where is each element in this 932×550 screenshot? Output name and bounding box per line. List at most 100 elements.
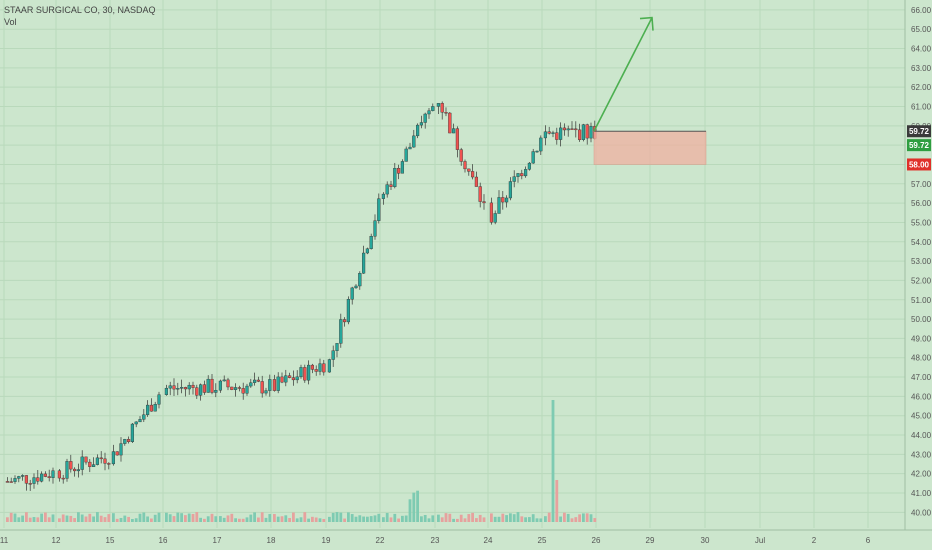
candle-body [176, 388, 180, 390]
candle-body [299, 367, 303, 378]
candle-body [195, 387, 199, 396]
volume-bar [416, 490, 419, 522]
candle-body [322, 363, 326, 373]
volume-bar [311, 516, 314, 522]
drawings[interactable] [593, 16, 707, 165]
price-tick-label: 54.00 [911, 238, 932, 247]
price-tick-label: 64.00 [911, 45, 932, 54]
candle-body [416, 124, 420, 137]
volume-bar [234, 518, 237, 522]
volume-bar [28, 517, 32, 522]
volume-bar [191, 513, 195, 522]
candle-body [264, 390, 268, 394]
price-tick-label: 63.00 [911, 64, 932, 73]
candle-body [241, 388, 245, 394]
volume-bar [393, 513, 397, 522]
candle-body [36, 477, 40, 482]
volume-bar [373, 515, 377, 522]
candle-body [555, 132, 559, 140]
candle-body [377, 198, 381, 221]
candle-body [354, 285, 358, 289]
candle-body [21, 475, 25, 477]
volume-label[interactable]: Vol [4, 17, 17, 27]
candle-body [419, 122, 423, 126]
price-tick-label: 66.00 [911, 6, 932, 15]
volume-bar [241, 518, 245, 522]
volume-bar [482, 517, 486, 522]
candle-body [5, 481, 9, 483]
volume-bar [512, 514, 516, 522]
candle-body [547, 131, 551, 134]
volume-bar [314, 517, 318, 522]
volume-bar [555, 480, 559, 522]
candle-body [249, 382, 253, 387]
volume-bar [73, 518, 76, 522]
candle-body [9, 481, 13, 483]
volume-bar [516, 512, 520, 522]
candle-body [393, 168, 397, 187]
volume-bar [17, 517, 21, 522]
volume-bars [6, 400, 597, 522]
candle-body [524, 169, 528, 177]
price-tick-label: 62.00 [911, 83, 932, 92]
time-tick-label: 22 [376, 536, 385, 545]
candle-body [427, 110, 431, 115]
volume-bar [366, 516, 369, 522]
volume-bar [505, 515, 508, 522]
volume-bar [547, 512, 551, 522]
price-tick-label: 43.00 [911, 450, 932, 459]
volume-bar [214, 516, 218, 522]
volume-bar [585, 513, 589, 522]
volume-bar [58, 518, 61, 522]
candle-body [431, 106, 435, 111]
volume-bar [343, 518, 346, 522]
volume-bar [377, 513, 381, 522]
candle-body [126, 439, 131, 442]
volume-bar [40, 513, 43, 522]
candle-body [142, 414, 146, 420]
price-tick-label: 41.00 [911, 489, 932, 498]
price-label-tag [907, 125, 931, 138]
time-tick-label: 17 [213, 536, 222, 545]
volume-bar [92, 516, 95, 522]
volume-bar [77, 512, 80, 522]
volume-bar [471, 512, 474, 522]
price-tick-label: 65.00 [911, 25, 932, 34]
candle-body [467, 168, 471, 172]
volume-bar [288, 518, 291, 522]
volume-bar [51, 514, 55, 522]
candle-body [527, 162, 531, 170]
price-tick-label: 44.00 [911, 431, 932, 440]
candle-body [88, 461, 92, 467]
volume-bar [322, 518, 326, 522]
volume-bar [578, 514, 581, 522]
grid [0, 0, 905, 528]
candle-body [256, 379, 260, 382]
symbol-title[interactable]: STAAR SURGICAL CO, 30, NASDAQ [4, 5, 156, 15]
time-tick-label: 12 [52, 536, 61, 545]
candles [5, 101, 597, 491]
risk-box[interactable] [593, 130, 707, 165]
candle-body [168, 385, 172, 389]
candle-body [187, 384, 191, 390]
forecast-arrow[interactable] [593, 17, 653, 132]
time-tick-label: 15 [106, 536, 115, 545]
volume-bar [318, 518, 322, 522]
candle-body [69, 461, 73, 470]
candle-body [123, 439, 127, 444]
candle-body [260, 381, 264, 394]
candle-body [318, 363, 322, 372]
volume-bar [520, 516, 524, 522]
candle-body [40, 473, 44, 482]
price-tick-label: 51.00 [911, 296, 932, 305]
candle-body [107, 463, 111, 465]
volume-bar [362, 516, 365, 522]
candle-body [43, 473, 47, 477]
volume-bar [331, 512, 335, 522]
volume-bar [284, 515, 288, 522]
candle-body [559, 127, 563, 140]
price-label-text: 59.72 [909, 127, 930, 136]
candle-body [578, 129, 582, 140]
